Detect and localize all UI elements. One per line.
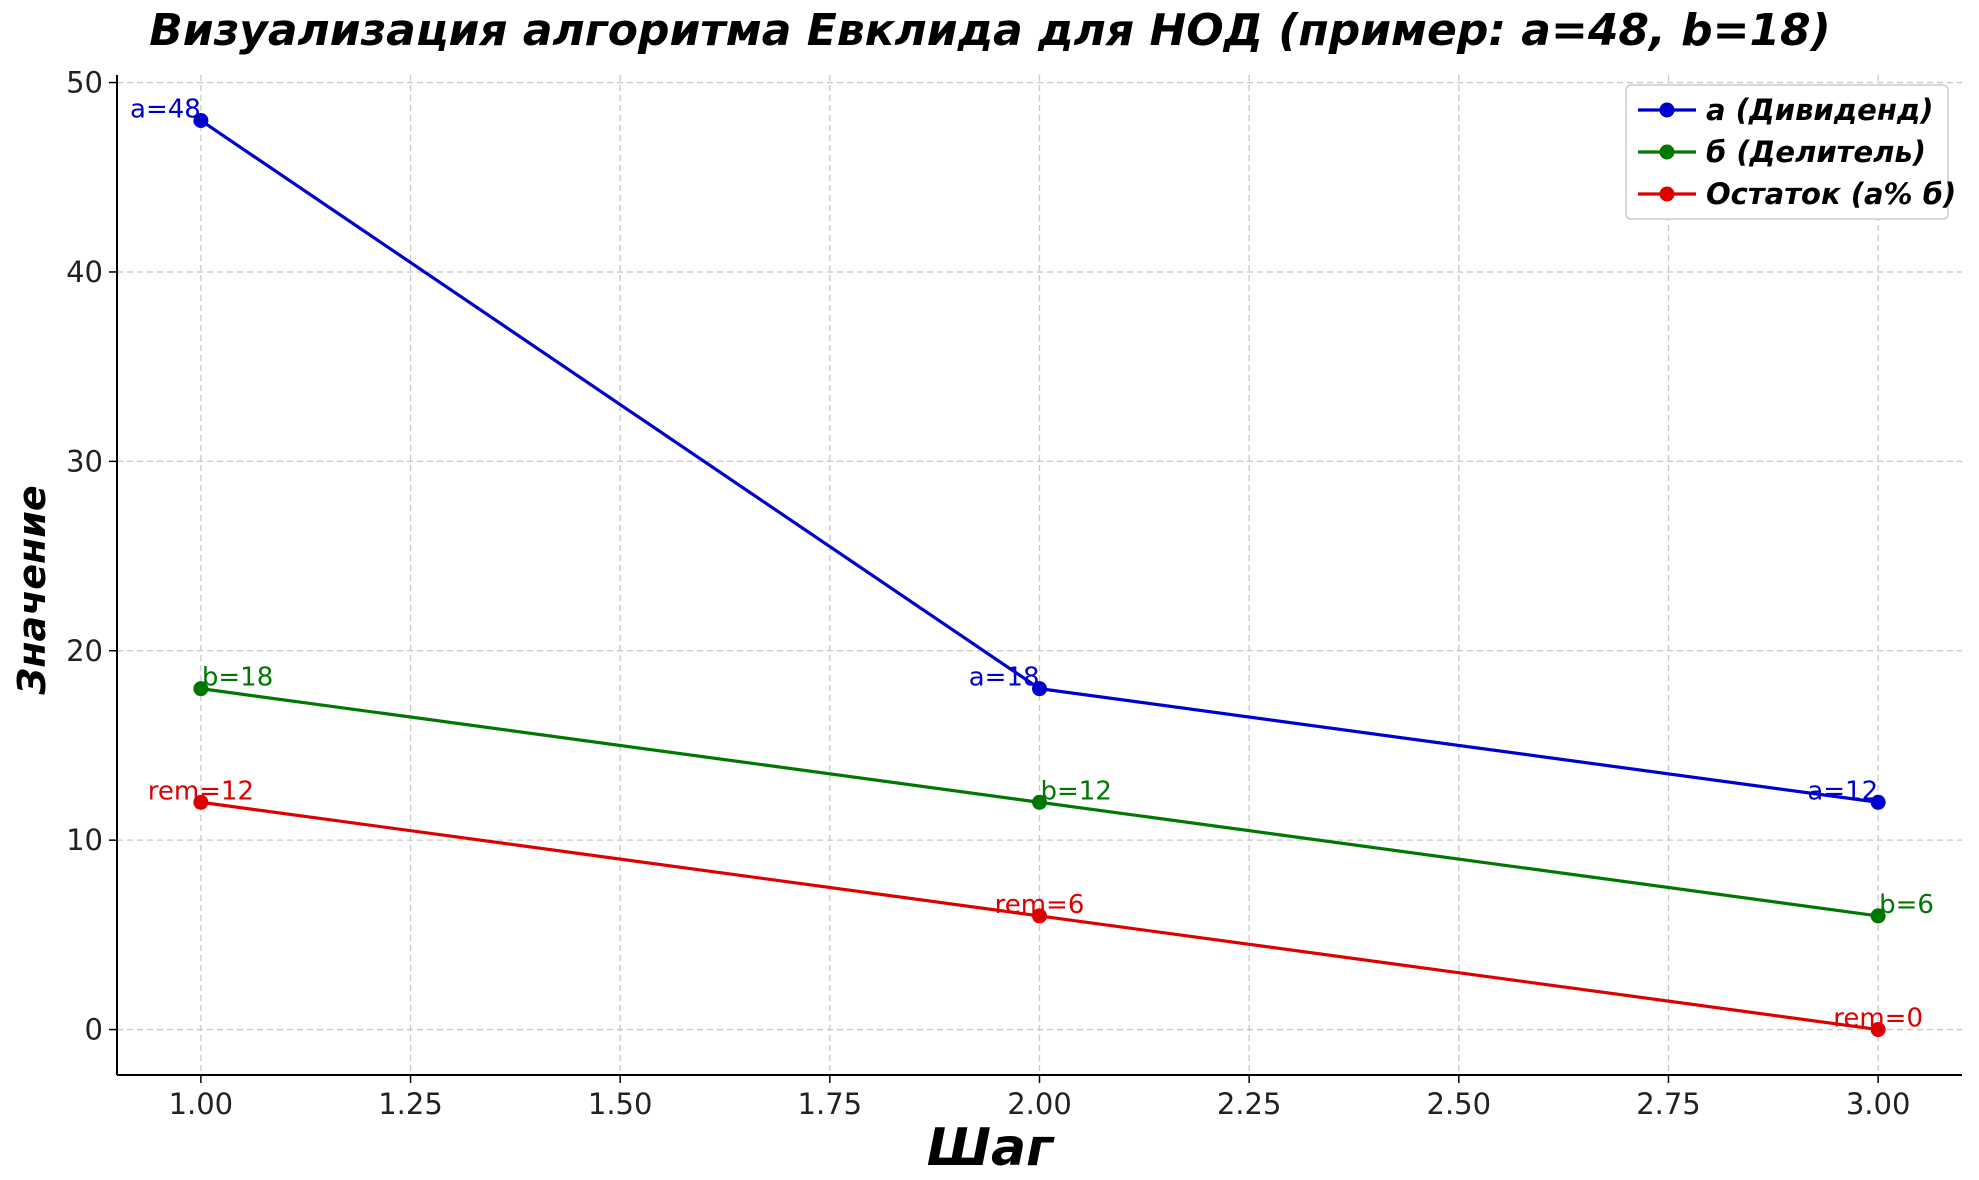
y-tick-label: 40 xyxy=(66,255,103,289)
x-tick-label: 1.50 xyxy=(588,1087,653,1121)
x-tick-label: 1.75 xyxy=(798,1087,863,1121)
x-tick-label: 2.75 xyxy=(1636,1087,1701,1121)
series-point-3 xyxy=(1032,908,1047,924)
y-tick-label: 10 xyxy=(66,823,103,857)
chart-title: Визуализация алгоритма Евклида для НОД (… xyxy=(149,5,1831,56)
data-label: b=12 xyxy=(1041,776,1112,806)
data-label: rem=12 xyxy=(148,776,254,806)
x-axis-title: Шаг xyxy=(927,1118,1055,1178)
series-point-2 xyxy=(193,681,209,697)
legend: а (Дивиденд) б (Делитель) Остаток (а% б) xyxy=(1625,84,1956,220)
series-group xyxy=(193,112,1886,1038)
x-tick-label: 1.25 xyxy=(378,1087,443,1121)
y-axis-title: Значение xyxy=(10,485,54,695)
data-labels: a=48 a=18 a=12 b=18 b=12 b=6 rem=12 rem=6 rem=0 xyxy=(130,94,1934,1033)
x-tick-label: 1.00 xyxy=(169,1087,234,1121)
series-point-2 xyxy=(1870,908,1886,924)
x-tick-label: 2.00 xyxy=(1007,1087,1072,1121)
data-label: rem=6 xyxy=(995,890,1085,920)
series-point-3 xyxy=(193,794,209,810)
data-label: b=18 xyxy=(202,663,273,693)
series-point-3 xyxy=(1870,1022,1886,1038)
series-point-1 xyxy=(1032,681,1047,697)
y-tick-label: 0 xyxy=(85,1013,103,1047)
data-label: b=6 xyxy=(1879,890,1934,920)
legend-marker-1 xyxy=(1659,102,1675,118)
data-label: rem=0 xyxy=(1833,1004,1923,1034)
x-tick-label: 3.00 xyxy=(1846,1087,1911,1121)
data-label: a=12 xyxy=(1807,776,1878,806)
x-tick-label: 2.50 xyxy=(1427,1087,1492,1121)
legend-label-3: Остаток (а% б) xyxy=(1706,177,1956,211)
legend-box xyxy=(1625,84,1949,220)
legend-label-1: а (Дивиденд) xyxy=(1706,93,1934,127)
series-point-1 xyxy=(193,112,209,128)
x-tick-label: 2.25 xyxy=(1217,1087,1282,1121)
grid-lines xyxy=(117,75,1962,1075)
y-axis-ticks: 0 10 20 30 40 50 xyxy=(66,66,117,1047)
data-label: a=48 xyxy=(130,94,201,124)
legend-marker-2 xyxy=(1659,144,1675,160)
y-tick-label: 50 xyxy=(66,66,103,100)
series-point-2 xyxy=(1032,794,1047,810)
x-axis-ticks: 1.00 1.25 1.50 1.75 2.00 2.25 2.50 2.75 3.00 xyxy=(169,1075,1911,1121)
legend-label-2: б (Делитель) xyxy=(1706,135,1926,169)
series-point-1 xyxy=(1870,794,1886,810)
data-label: a=18 xyxy=(969,663,1040,693)
y-tick-label: 30 xyxy=(66,444,103,478)
legend-marker-3 xyxy=(1659,186,1675,202)
y-tick-label: 20 xyxy=(66,634,103,668)
